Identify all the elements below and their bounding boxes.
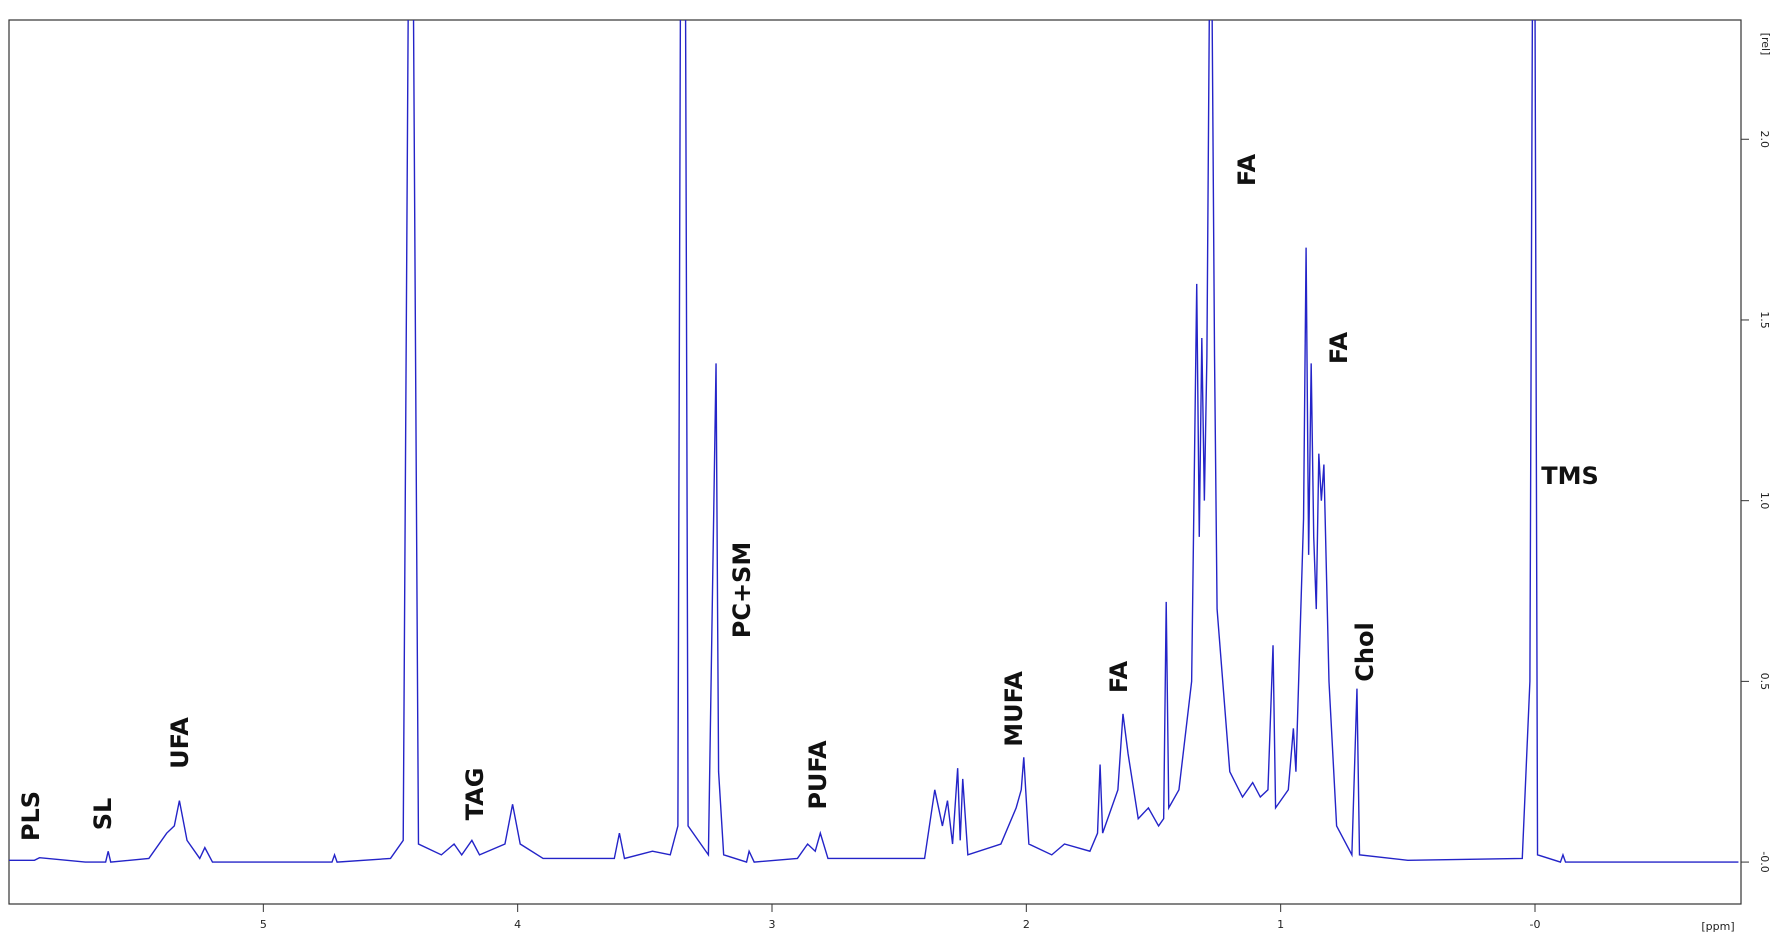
x-tick-label: 3	[768, 918, 775, 931]
y-tick-label: -0.0	[1758, 851, 1771, 872]
peak-annotation: FA	[1325, 331, 1353, 364]
x-axis-label: [ppm]	[1701, 920, 1734, 933]
x-tick-label: 1	[1277, 918, 1284, 931]
peak-annotation: PUFA	[804, 740, 832, 810]
peak-annotation: Chol	[1351, 622, 1379, 681]
y-axis-label: [rel]	[1759, 33, 1772, 56]
peak-annotation: FA	[1233, 153, 1261, 186]
y-tick-label: 0.5	[1758, 673, 1771, 691]
peak-annotation: UFA	[166, 717, 194, 769]
peak-annotation: PC+SM	[728, 542, 756, 638]
x-tick-label: 2	[1023, 918, 1030, 931]
x-tick-label: 5	[260, 918, 267, 931]
y-tick-label: 1.0	[1758, 492, 1771, 510]
peak-annotation: SL	[89, 798, 117, 831]
spectrum-line	[9, 20, 1739, 863]
peak-annotation: PLS	[17, 791, 45, 841]
peak-annotation: MUFA	[1000, 671, 1028, 747]
x-tick-label: -0	[1530, 918, 1541, 931]
peak-annotation: FA	[1105, 660, 1133, 693]
plot-frame	[8, 19, 1742, 905]
x-tick-label: 4	[514, 918, 521, 931]
y-tick-label: 2.0	[1758, 131, 1771, 149]
peak-annotation: TAG	[461, 768, 489, 821]
y-tick-label: 1.5	[1758, 311, 1771, 329]
peak-annotation: TMS	[1541, 462, 1599, 490]
